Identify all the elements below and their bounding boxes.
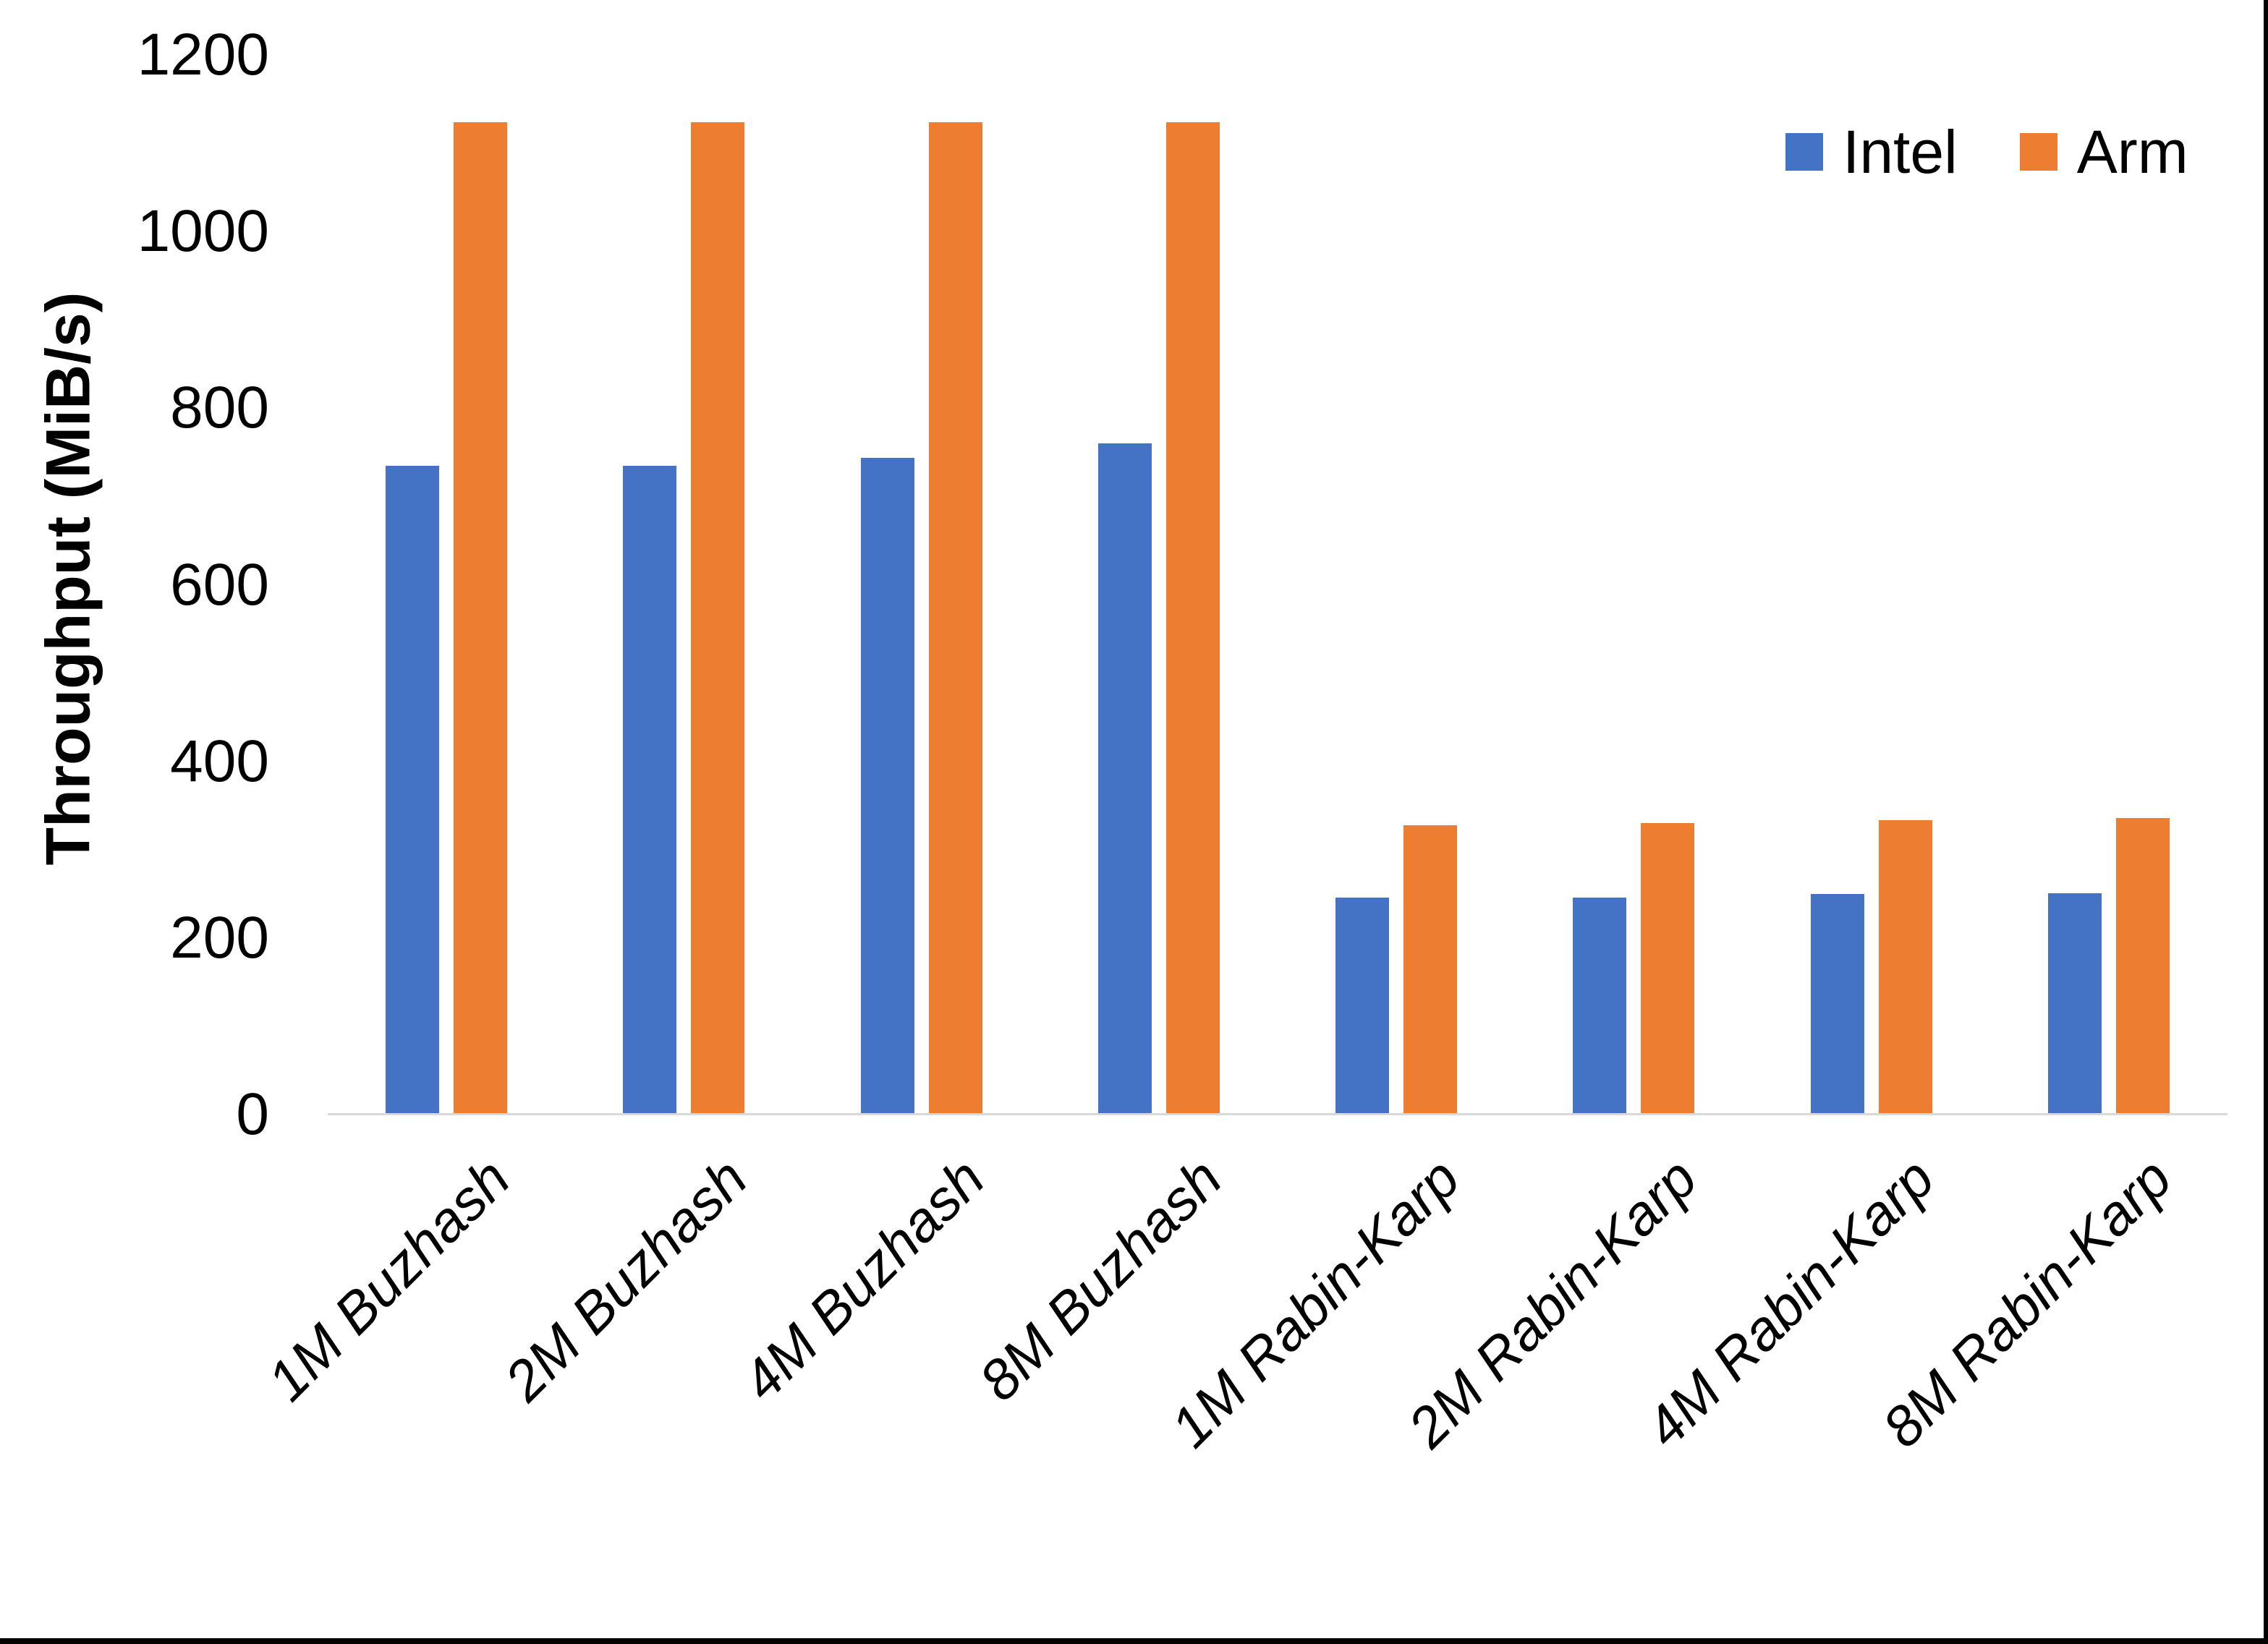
bar-arm-2m-buzhash (691, 122, 745, 1115)
bar-intel-2m-rabin-karp (1573, 897, 1627, 1115)
y-tick-label: 800 (170, 375, 269, 441)
legend: Intel Arm (1785, 122, 2188, 182)
bar-group (328, 55, 565, 1115)
bar-group (1990, 55, 2227, 1115)
legend-item-arm: Arm (2019, 118, 2188, 186)
y-tick-label: 600 (170, 551, 269, 618)
bar-arm-1m-rabin-karp (1403, 825, 1458, 1115)
x-tick-label: 1M Buzhash (255, 1146, 522, 1413)
bar-group (1753, 55, 1990, 1115)
bar-intel-8m-rabin-karp (2047, 893, 2102, 1115)
bar-group (1515, 55, 1752, 1115)
y-tick-label: 1000 (137, 198, 269, 265)
x-axis-line (328, 1113, 2227, 1115)
x-tick-label: 2M Buzhash (492, 1146, 760, 1413)
bar-arm-8m-rabin-karp (2115, 817, 2170, 1115)
legend-item-intel: Intel (1785, 122, 1958, 182)
image-edge-border-bottom (0, 1638, 2268, 1644)
bar-group (1040, 55, 1278, 1115)
legend-swatch-arm-icon (2019, 133, 2057, 171)
y-tick-label: 400 (170, 728, 269, 794)
bar-arm-2m-rabin-karp (1641, 823, 1695, 1115)
legend-label-intel: Intel (1843, 118, 1958, 186)
bar-intel-1m-buzhash (386, 465, 440, 1115)
bar-group (803, 55, 1040, 1115)
y-tick-label: 0 (236, 1081, 269, 1147)
bar-arm-4m-rabin-karp (1878, 820, 1932, 1115)
y-tick-label: 1200 (137, 22, 269, 88)
x-tick-label: 4M Buzhash (729, 1146, 997, 1413)
legend-swatch-intel-icon (1785, 133, 1823, 171)
y-tick-label: 200 (170, 904, 269, 971)
image-edge-border-right (2264, 0, 2268, 1644)
bar-arm-8m-buzhash (1165, 122, 1220, 1115)
bar-group (1278, 55, 1515, 1115)
y-axis-title: Throughput (MiB/s) (33, 291, 103, 866)
bar-intel-8m-buzhash (1097, 443, 1152, 1115)
bar-group (565, 55, 802, 1115)
x-tick-label: 8M Buzhash (967, 1146, 1234, 1413)
bar-intel-1m-rabin-karp (1335, 897, 1390, 1115)
bar-arm-4m-buzhash (928, 122, 982, 1115)
bar-intel-2m-buzhash (623, 465, 677, 1115)
legend-label-arm: Arm (2076, 118, 2188, 186)
bar-intel-4m-buzhash (860, 457, 914, 1115)
bar-arm-1m-buzhash (454, 122, 508, 1115)
plot-area (328, 55, 2227, 1115)
bar-intel-4m-rabin-karp (1810, 893, 1864, 1115)
